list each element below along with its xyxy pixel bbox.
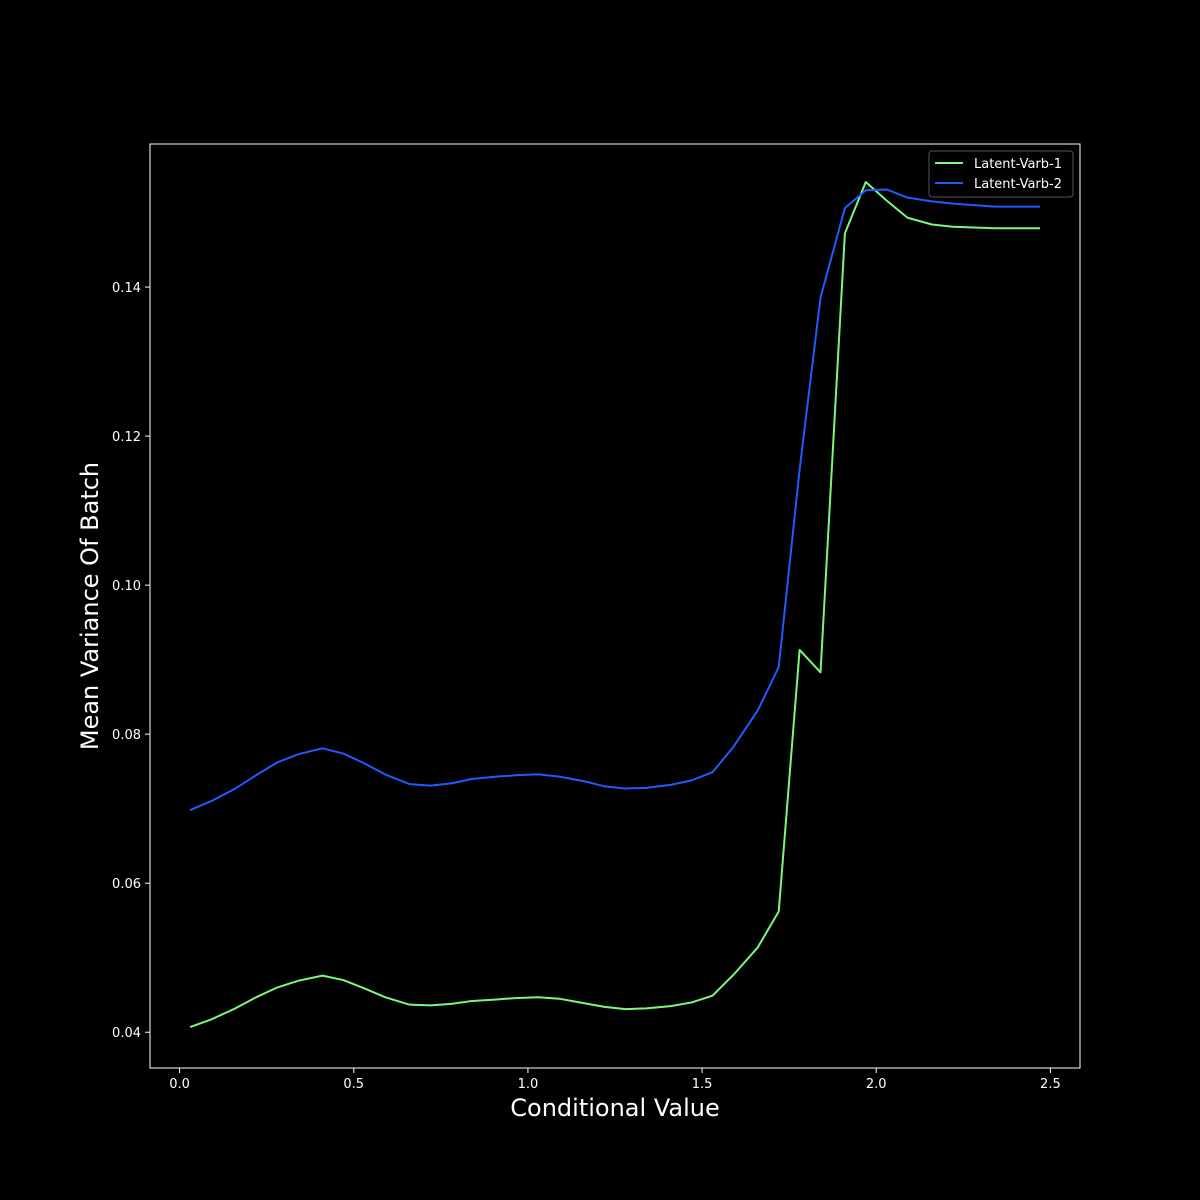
x-axis-ticks: 0.0 0.5 1.0 1.5 2.0 2.5	[169, 1068, 1061, 1092]
y-tick-label: 0.06	[112, 877, 141, 892]
y-tick-label: 0.12	[112, 430, 141, 445]
y-tick-label: 0.10	[112, 579, 141, 594]
y-tick-label: 0.04	[112, 1026, 141, 1041]
legend: Latent-Varb-1 Latent-Varb-2	[928, 150, 1074, 198]
series-line-latent-varb-1	[189, 181, 1040, 1028]
x-tick-label: 1.0	[518, 1077, 539, 1092]
legend-label-latent-varb-2: Latent-Varb-2	[974, 177, 1062, 192]
axes-frame	[149, 143, 1081, 1069]
legend-label-latent-varb-1: Latent-Varb-1	[974, 157, 1062, 172]
y-axis-label: Mean Variance Of Batch	[76, 462, 104, 750]
x-tick-label: 2.5	[1040, 1077, 1061, 1092]
x-axis-label: Conditional Value	[510, 1094, 719, 1122]
x-tick-label: 1.5	[692, 1077, 713, 1092]
y-tick-label: 0.08	[112, 728, 141, 743]
legend-box	[928, 150, 1074, 198]
x-tick-label: 0.5	[343, 1077, 364, 1092]
series-line-latent-varb-2	[189, 188, 1040, 812]
plot-area	[189, 181, 1040, 1028]
x-tick-label: 0.0	[169, 1077, 190, 1092]
y-axis-ticks: 0.04 0.06 0.08 0.10 0.12 0.14	[112, 281, 150, 1041]
y-tick-label: 0.14	[112, 281, 141, 296]
x-tick-label: 2.0	[866, 1077, 887, 1092]
